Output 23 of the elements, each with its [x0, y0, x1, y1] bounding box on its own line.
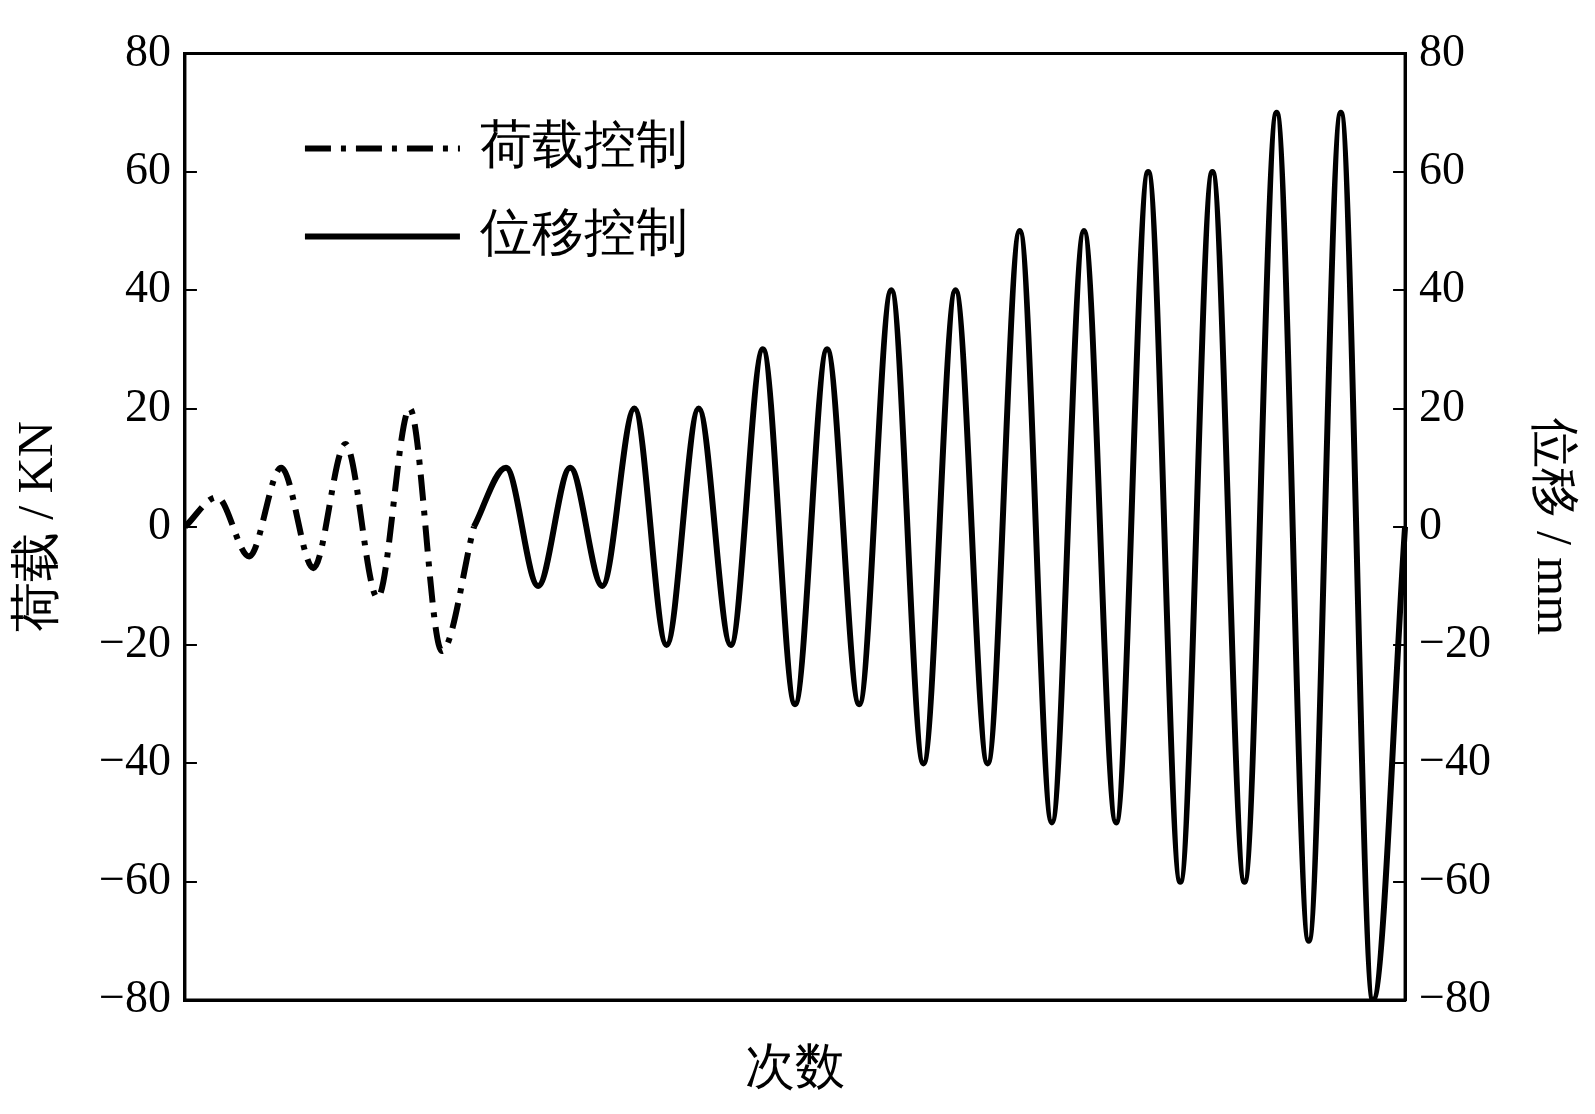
y-tick-label: 80	[124, 24, 171, 76]
y2-tick-label: −60	[1419, 852, 1492, 904]
y2-tick-label: −80	[1419, 971, 1492, 1023]
y-tick-label: 20	[124, 379, 171, 431]
y-axis-title: 荷载 / KN	[7, 421, 64, 633]
y2-tick-label: 80	[1419, 24, 1466, 76]
x-axis-title: 次数	[745, 1038, 845, 1095]
y2-tick-label: −40	[1419, 734, 1492, 786]
y2-axis-title: 位移 / mm	[1526, 418, 1583, 636]
y2-tick-label: −20	[1419, 616, 1492, 668]
y-tick-label: 0	[147, 497, 171, 549]
legend-label: 位移控制	[479, 202, 688, 263]
y-tick-label: 60	[124, 142, 171, 194]
y-tick-label: 40	[124, 261, 171, 313]
y-tick-label: −20	[98, 616, 171, 668]
y-tick-label: −80	[98, 971, 171, 1023]
y-tick-label: −40	[98, 734, 171, 786]
legend-label: 荷载控制	[479, 114, 688, 175]
y2-tick-label: 20	[1419, 379, 1466, 431]
y2-tick-label: 60	[1419, 142, 1466, 194]
y2-tick-label: 0	[1419, 497, 1443, 549]
y2-tick-label: 40	[1419, 261, 1466, 313]
y-tick-label: −60	[98, 852, 171, 904]
